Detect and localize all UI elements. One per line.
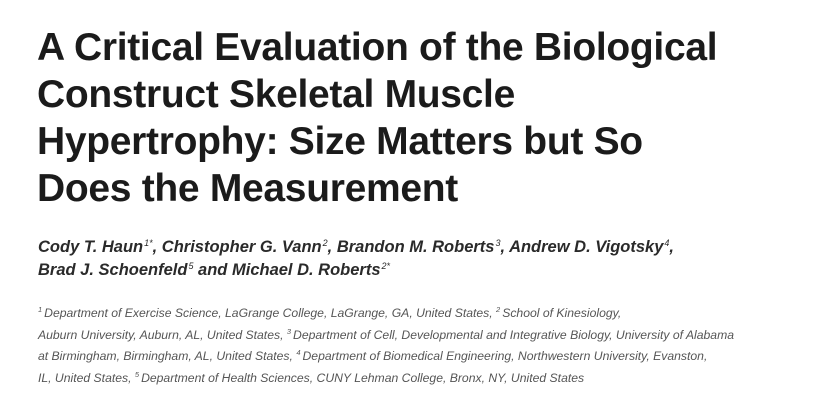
- author-line: Cody T. Haun1*, Christopher G. Vann2, Br…: [38, 236, 818, 259]
- affiliation-text: School of Kinesiology,: [502, 306, 622, 320]
- affiliation-mark: 2: [496, 305, 501, 314]
- affiliation-text: IL, United States,: [38, 370, 132, 385]
- affiliation-text: Department of Health Sciences, CUNY Lehm…: [141, 370, 585, 385]
- author-affiliation-mark: 3: [495, 238, 501, 248]
- author-affiliation-mark: 2: [322, 238, 328, 248]
- author-separator: ,: [669, 238, 675, 256]
- author-name: Michael D. Roberts: [231, 261, 381, 279]
- author-separator: ,: [327, 238, 337, 256]
- paper-title: A Critical Evaluation of the Biological …: [37, 24, 817, 212]
- affiliation-text: Department of Exercise Science, LaGrange…: [44, 306, 493, 320]
- title-line: A Critical Evaluation of the Biological: [37, 26, 718, 69]
- author-affiliation-mark: 5: [188, 261, 194, 271]
- author-separator: ,: [152, 238, 162, 256]
- affiliation-line: 1 Department of Exercise Science, LaGrang…: [38, 303, 818, 325]
- author-affiliation-mark: 4: [664, 238, 670, 248]
- affiliation-mark: 5: [134, 369, 140, 379]
- author-name: Cody T. Haun: [38, 238, 144, 256]
- affiliation-text: Department of Cell, Developmental and In…: [293, 327, 735, 342]
- affiliation-line: at Birmingham, Birmingham, AL, United St…: [38, 346, 818, 368]
- affiliation-line: Auburn University, Auburn, AL, United St…: [38, 325, 818, 347]
- affiliation-mark: 3: [286, 326, 292, 336]
- affiliation-mark: 1: [38, 305, 43, 314]
- affiliation-mark: 4: [296, 348, 301, 357]
- affiliation-text: Auburn University, Auburn, AL, United St…: [38, 327, 284, 342]
- affiliation-list: 1 Department of Exercise Science, LaGrang…: [38, 303, 818, 389]
- author-name: Christopher G. Vann: [161, 238, 322, 256]
- author-affiliation-mark: 2*: [381, 261, 391, 271]
- affiliation-text: at Birmingham, Birmingham, AL, United St…: [38, 349, 293, 363]
- affiliation-text: Department of Biomedical Engineering, No…: [302, 349, 708, 363]
- author-list: Cody T. Haun1*, Christopher G. Vann2, Br…: [38, 236, 818, 282]
- author-affiliation-mark: 1*: [144, 238, 153, 248]
- author-name: Andrew D. Vigotsky: [509, 238, 664, 256]
- title-line: Hypertrophy: Size Matters but So: [37, 120, 643, 163]
- author-name: Brandon M. Roberts: [336, 238, 495, 256]
- author-separator: ,: [500, 238, 510, 256]
- author-separator: and: [193, 261, 232, 279]
- title-line: Construct Skeletal Muscle: [37, 73, 515, 116]
- affiliation-line: IL, United States, 5 Department of Health…: [38, 368, 818, 390]
- title-line: Does the Measurement: [37, 167, 458, 210]
- author-name: Brad J. Schoenfeld: [38, 261, 188, 279]
- author-line: Brad J. Schoenfeld5 and Michael D. Rober…: [38, 259, 818, 282]
